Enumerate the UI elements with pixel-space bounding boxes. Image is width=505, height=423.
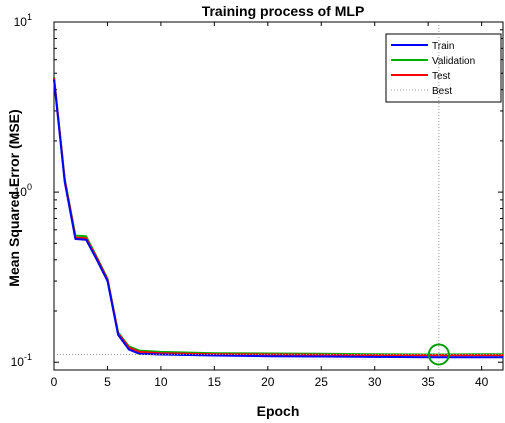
- x-tick-label: 35: [421, 375, 435, 389]
- series-line-test: [53, 77, 503, 357]
- x-tick-label: 10: [154, 375, 168, 389]
- legend-label-train: Train: [432, 41, 454, 52]
- chart-title: Training process of MLP: [202, 3, 365, 19]
- best-circle-marker: [427, 343, 450, 366]
- x-tick-label: 30: [368, 375, 382, 389]
- legend-label-best: Best: [432, 86, 452, 97]
- x-tick-label: 40: [475, 375, 489, 389]
- y-tick-exponent: -1: [24, 352, 32, 362]
- x-tick-label: 0: [51, 375, 58, 389]
- legend-label-validation: Validation: [432, 56, 475, 67]
- y-tick-label: 101: [14, 12, 32, 29]
- y-tick-label: 10-1: [11, 352, 32, 369]
- x-axis-label: Epoch: [257, 403, 300, 419]
- x-tick-label: 25: [315, 375, 329, 389]
- legend: Train Validation Test Best: [385, 33, 502, 103]
- x-tick-label: 15: [208, 375, 222, 389]
- y-axis-label: Mean Squared Error (MSE): [6, 109, 22, 286]
- y-tick-exponent: 0: [27, 182, 32, 192]
- x-tick-label: 20: [261, 375, 275, 389]
- y-tick-exponent: 1: [27, 12, 32, 22]
- legend-label-test: Test: [432, 71, 451, 82]
- x-tick-label: 5: [104, 375, 111, 389]
- best-marker-group: [54, 22, 503, 370]
